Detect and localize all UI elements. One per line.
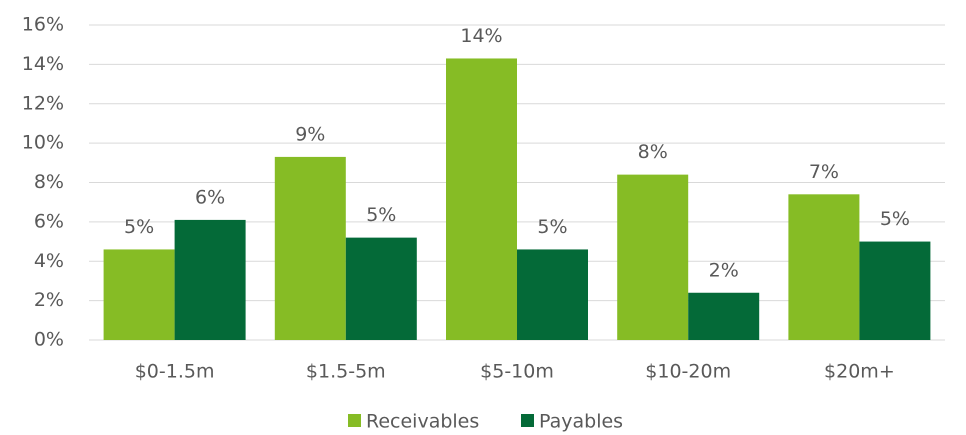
- x-tick-label: $20m+: [824, 361, 895, 383]
- x-tick-label: $1.5-5m: [306, 361, 386, 383]
- y-tick-label: 12%: [22, 92, 64, 114]
- bar: [345, 237, 417, 340]
- data-label: 9%: [295, 123, 325, 145]
- legend-label: Receivables: [366, 411, 479, 433]
- y-tick-label: 16%: [22, 14, 64, 36]
- y-tick-label: 8%: [34, 171, 64, 193]
- y-tick-label: 14%: [22, 53, 64, 75]
- bar: [103, 249, 175, 340]
- data-label: 14%: [460, 25, 502, 47]
- bar: [617, 174, 689, 340]
- data-label: 7%: [809, 161, 839, 183]
- bar: [274, 156, 346, 340]
- data-label: 2%: [709, 259, 739, 281]
- legend-swatch: [521, 414, 534, 427]
- y-tick-label: 0%: [34, 329, 64, 351]
- legend-label: Payables: [539, 411, 623, 433]
- y-tick-label: 10%: [22, 132, 64, 154]
- bar: [174, 219, 246, 340]
- data-label: 6%: [195, 186, 225, 208]
- x-tick-label: $5-10m: [480, 361, 554, 383]
- bar: [859, 241, 931, 340]
- x-tick-label: $0-1.5m: [135, 361, 215, 383]
- data-label: 5%: [537, 216, 567, 238]
- x-tick-label: $10-20m: [645, 361, 731, 383]
- bar: [446, 58, 517, 340]
- data-label: 5%: [880, 208, 910, 230]
- y-tick-label: 6%: [34, 210, 64, 232]
- y-tick-label: 4%: [34, 250, 64, 272]
- legend-swatch: [348, 414, 361, 427]
- data-label: 8%: [638, 141, 668, 163]
- bar: [688, 292, 760, 340]
- data-label: 5%: [366, 204, 396, 226]
- bar: [517, 249, 588, 340]
- y-tick-label: 2%: [34, 289, 64, 311]
- data-label: 5%: [124, 216, 154, 238]
- bar: [788, 194, 860, 340]
